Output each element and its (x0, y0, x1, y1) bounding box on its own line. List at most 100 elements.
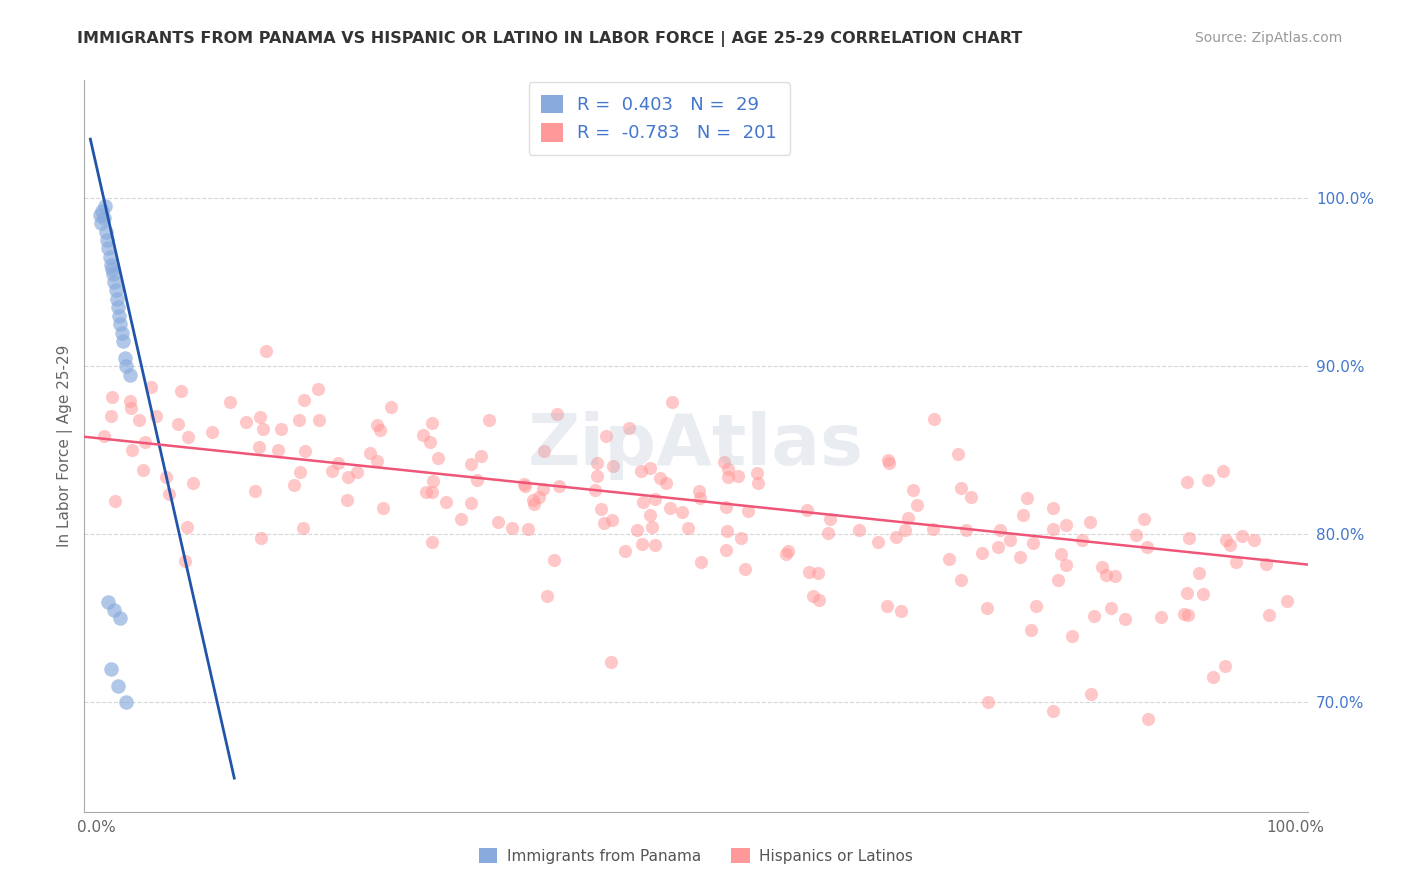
Point (422, 416, 444, 430)
Point (894, 523, 917, 537)
Point (676, 521, 699, 535)
Point (326, 456, 349, 470)
Point (1080, 516, 1102, 530)
Point (101, 390, 124, 404)
Point (523, 498, 546, 512)
Point (1132, 512, 1154, 526)
Point (1011, 508, 1033, 523)
Point (89, 208, 111, 222)
Point (614, 544, 637, 558)
Point (254, 343, 277, 358)
Point (1054, 518, 1077, 533)
Point (288, 465, 311, 479)
Point (1243, 533, 1265, 548)
Point (661, 394, 683, 409)
Point (110, 611, 132, 625)
Point (183, 476, 205, 491)
Point (1104, 568, 1126, 582)
Point (988, 523, 1011, 537)
Point (108, 309, 131, 323)
Point (176, 520, 198, 534)
Point (517, 523, 540, 537)
Point (884, 530, 907, 544)
Point (1254, 558, 1277, 572)
Point (308, 413, 330, 427)
Point (1062, 629, 1084, 643)
Point (460, 496, 482, 510)
Point (94, 225, 117, 239)
Point (90, 216, 112, 230)
Point (371, 501, 394, 516)
Point (235, 415, 257, 429)
Point (948, 447, 970, 461)
Point (631, 495, 654, 509)
Point (650, 471, 672, 485)
Point (104, 493, 127, 508)
Point (600, 513, 623, 527)
Point (512, 477, 534, 491)
Point (1050, 547, 1073, 561)
Point (876, 599, 898, 613)
Point (283, 477, 305, 491)
Point (533, 444, 555, 458)
Point (427, 451, 450, 466)
Point (987, 541, 1010, 555)
Point (97, 242, 120, 256)
Legend: Immigrants from Panama, Hispanics or Latinos: Immigrants from Panama, Hispanics or Lat… (472, 842, 920, 870)
Point (419, 435, 441, 450)
Point (120, 401, 142, 416)
Point (901, 483, 924, 497)
Point (955, 523, 977, 537)
Point (730, 531, 752, 545)
Point (775, 547, 797, 561)
Point (868, 535, 890, 549)
Point (252, 422, 274, 436)
Point (976, 601, 998, 615)
Point (960, 490, 983, 504)
Point (796, 503, 818, 517)
Point (527, 491, 550, 505)
Point (366, 454, 388, 468)
Point (155, 469, 177, 483)
Point (818, 512, 841, 526)
Point (420, 534, 443, 549)
Point (546, 407, 568, 421)
Point (595, 429, 617, 443)
Y-axis label: In Labor Force | Age 25-29: In Labor Force | Age 25-29 (58, 345, 73, 547)
Point (626, 523, 648, 537)
Point (970, 545, 993, 559)
Point (734, 562, 756, 576)
Point (949, 573, 972, 587)
Point (128, 413, 150, 427)
Point (478, 413, 501, 427)
Point (97, 594, 120, 608)
Point (591, 501, 613, 516)
Point (218, 395, 240, 409)
Point (111, 334, 134, 348)
Point (93, 429, 115, 443)
Point (366, 417, 388, 432)
Point (103, 603, 125, 617)
Point (250, 531, 273, 545)
Point (96, 233, 118, 247)
Point (949, 481, 972, 495)
Text: IMMIGRANTS FROM PANAMA VS HISPANIC OR LATINO IN LABOR FORCE | AGE 25-29 CORRELAT: IMMIGRANTS FROM PANAMA VS HISPANIC OR LA… (77, 31, 1022, 47)
Point (1137, 712, 1160, 726)
Point (1275, 594, 1298, 608)
Point (336, 492, 359, 507)
Point (688, 483, 710, 498)
Point (1091, 559, 1114, 574)
Point (690, 555, 713, 569)
Point (807, 592, 830, 607)
Point (288, 412, 311, 426)
Point (270, 422, 292, 436)
Point (501, 521, 523, 535)
Point (1213, 659, 1236, 673)
Point (619, 420, 641, 434)
Point (93, 199, 117, 213)
Point (1192, 587, 1215, 601)
Point (104, 284, 127, 298)
Point (1015, 491, 1038, 506)
Point (131, 463, 153, 477)
Point (1008, 550, 1031, 565)
